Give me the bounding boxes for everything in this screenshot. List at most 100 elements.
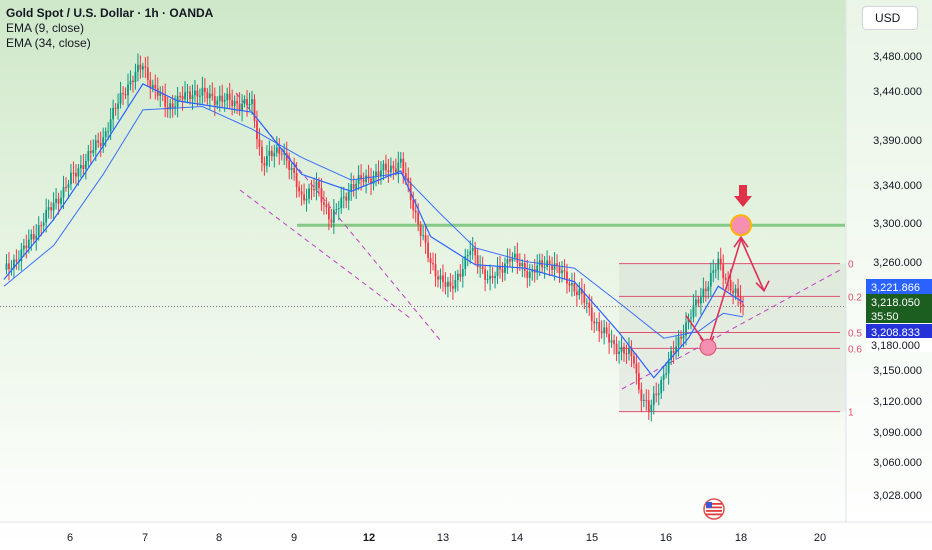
candle-body — [578, 289, 581, 296]
candle — [347, 183, 350, 211]
candle-body — [87, 150, 90, 162]
candle-body — [109, 119, 112, 132]
price-axis-background — [846, 0, 932, 522]
candle-body — [303, 194, 305, 201]
price-label-box — [866, 279, 932, 294]
candle — [298, 180, 301, 198]
candle — [412, 191, 415, 219]
candle — [717, 251, 720, 281]
candle-body — [352, 184, 355, 189]
candle-body — [288, 160, 291, 170]
candle — [236, 93, 239, 115]
candle — [697, 295, 700, 308]
candle-body — [226, 93, 229, 101]
candle — [486, 270, 489, 284]
candle — [504, 257, 506, 281]
candle-body — [360, 175, 363, 180]
candle-body — [513, 253, 516, 258]
candle-body — [568, 283, 571, 286]
candle-body — [603, 327, 606, 334]
candle — [137, 53, 139, 82]
candle-body — [327, 207, 330, 220]
candle — [595, 317, 598, 331]
candle — [84, 153, 87, 180]
candle-body — [486, 279, 489, 281]
candle-body — [280, 153, 283, 155]
candle — [132, 75, 134, 93]
candle-body — [655, 393, 658, 395]
candle-body — [27, 239, 30, 248]
candle — [454, 271, 457, 293]
candle-body — [732, 290, 735, 294]
candle — [608, 323, 611, 354]
buy-target-circle — [699, 338, 717, 356]
candle — [248, 92, 251, 111]
candle — [578, 282, 581, 300]
candle — [313, 177, 315, 198]
candle-body — [630, 348, 633, 357]
candle-body — [667, 360, 670, 374]
candle-body — [496, 266, 499, 277]
candle — [494, 271, 496, 289]
candle-body — [647, 400, 650, 413]
candle-body — [127, 84, 129, 96]
candle — [45, 198, 48, 233]
candle-body — [504, 263, 506, 273]
candle-body — [650, 404, 653, 413]
candle — [335, 203, 338, 214]
candle-body — [47, 207, 50, 210]
candle — [72, 161, 75, 184]
candle — [432, 252, 434, 271]
candle — [288, 152, 291, 180]
candle — [625, 344, 628, 365]
candle — [263, 156, 266, 176]
candle — [489, 264, 491, 291]
candle-body — [422, 235, 425, 237]
candle-body — [635, 363, 638, 374]
price-label-box — [866, 338, 932, 352]
candle — [709, 262, 712, 297]
candle-body — [536, 265, 539, 273]
y-tick-label: 3,090.000 — [873, 427, 922, 439]
candle — [707, 281, 710, 299]
y-tick-label: 3,300.000 — [873, 218, 922, 230]
candle — [722, 254, 725, 290]
candle-body — [414, 210, 417, 213]
symbol-title[interactable]: Gold Spot / U.S. Dollar · 1h · OANDA — [6, 6, 214, 20]
candle-body — [345, 196, 348, 201]
candle — [196, 84, 199, 107]
candle — [501, 262, 504, 283]
candle — [251, 90, 253, 115]
candle-body — [171, 103, 174, 108]
candle-body — [551, 264, 553, 270]
candle — [340, 186, 343, 214]
candle — [583, 283, 586, 310]
ema9-legend[interactable]: EMA (9, close) — [6, 21, 85, 35]
candle — [8, 252, 10, 281]
candle — [265, 145, 268, 173]
candle — [97, 132, 100, 148]
candle-body — [464, 256, 467, 270]
candle-body — [528, 271, 531, 278]
price-label-box — [866, 294, 932, 309]
sell-target-circle — [730, 214, 752, 237]
candle-body — [211, 93, 214, 97]
candle-body — [55, 198, 57, 203]
candle — [151, 79, 154, 93]
candle — [419, 221, 422, 247]
candle-body — [35, 235, 38, 240]
x-tick-label: 18 — [735, 532, 747, 544]
candle-body — [682, 335, 685, 339]
candle-body — [119, 92, 122, 104]
candle — [278, 138, 281, 165]
currency-button[interactable]: USD — [862, 6, 918, 30]
ema34-legend[interactable]: EMA (34, close) — [6, 36, 91, 50]
candle-body — [553, 263, 556, 270]
candle-body — [618, 351, 620, 354]
candle-body — [476, 255, 479, 267]
candle-body — [22, 245, 25, 250]
y-tick-label: 3,340.000 — [873, 180, 922, 192]
candle-body — [37, 225, 40, 236]
candle — [496, 257, 499, 284]
